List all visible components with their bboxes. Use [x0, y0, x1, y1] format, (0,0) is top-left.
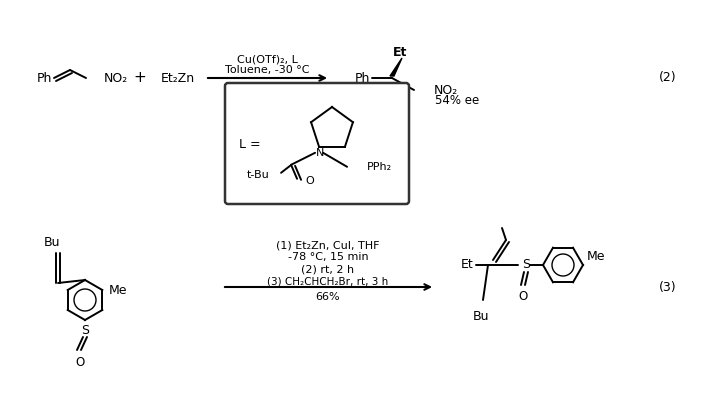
Text: S: S	[522, 259, 530, 271]
Text: t-Bu: t-Bu	[246, 170, 269, 180]
Text: O: O	[518, 290, 528, 303]
Text: 66%: 66%	[315, 292, 340, 302]
Text: Ph: Ph	[355, 71, 370, 85]
Text: (3): (3)	[659, 280, 676, 294]
FancyBboxPatch shape	[225, 83, 409, 204]
Text: Me: Me	[587, 249, 606, 263]
Text: Et: Et	[461, 259, 474, 271]
Text: S: S	[81, 323, 89, 337]
Text: NO₂: NO₂	[434, 83, 458, 97]
Text: L =: L =	[239, 138, 261, 150]
Text: Et: Et	[393, 47, 407, 59]
Text: Me: Me	[109, 285, 128, 297]
Text: (2): (2)	[659, 71, 676, 85]
Text: (3) CH₂CHCH₂Br, rt, 3 h: (3) CH₂CHCH₂Br, rt, 3 h	[267, 276, 388, 286]
Text: 65%: 65%	[254, 83, 279, 93]
Text: Bu: Bu	[43, 237, 60, 249]
Text: O: O	[305, 176, 314, 186]
Text: Ph: Ph	[36, 71, 52, 85]
Text: NO₂: NO₂	[104, 71, 128, 85]
Text: Et₂Zn: Et₂Zn	[161, 71, 195, 85]
Text: (2) rt, 2 h: (2) rt, 2 h	[301, 264, 355, 274]
Text: -78 °C, 15 min: -78 °C, 15 min	[287, 252, 368, 262]
Text: O: O	[76, 356, 85, 369]
Text: +: +	[134, 71, 147, 85]
Text: 54% ee: 54% ee	[435, 93, 479, 107]
Text: N: N	[316, 148, 325, 158]
Text: PPh₂: PPh₂	[367, 162, 392, 172]
Text: Bu: Bu	[472, 310, 489, 323]
Text: (1) Et₂Zn, CuI, THF: (1) Et₂Zn, CuI, THF	[276, 240, 380, 250]
Polygon shape	[390, 58, 402, 76]
Text: Cu(OTf)₂, L: Cu(OTf)₂, L	[236, 55, 297, 65]
Text: Toluene, -30 °C: Toluene, -30 °C	[225, 65, 309, 75]
